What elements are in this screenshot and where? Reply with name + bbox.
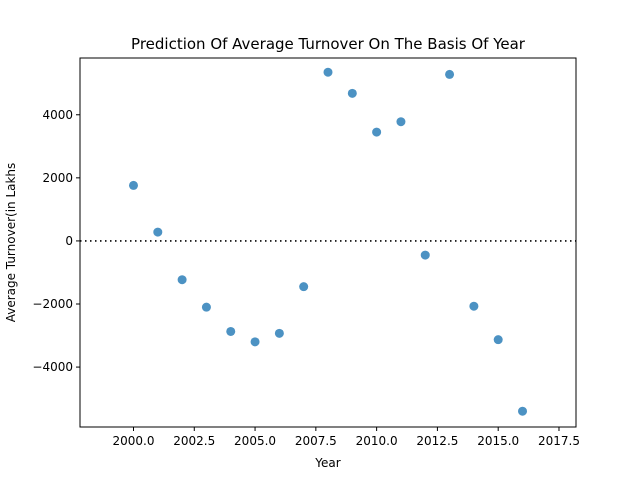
data-point-2006 — [274, 328, 284, 338]
data-point-2007 — [299, 282, 309, 292]
data-point-2014 — [469, 301, 479, 311]
x-axis-label: Year — [314, 456, 340, 470]
y-tick-label: 4000 — [42, 108, 73, 122]
y-axis-label: Average Turnover(in Lakhs — [4, 163, 18, 323]
y-tick-label: 2000 — [42, 171, 73, 185]
data-point-2002 — [177, 275, 187, 285]
data-point-2009 — [347, 88, 357, 98]
data-point-2004 — [226, 326, 236, 336]
data-point-2003 — [201, 302, 211, 312]
data-point-2011 — [396, 117, 406, 127]
y-ticks: −4000 −2000 0 2000 4000 — [32, 108, 80, 374]
points-group — [128, 67, 528, 416]
x-tick-label: 2012.5 — [416, 434, 458, 448]
data-point-2015 — [493, 335, 503, 345]
data-point-2016 — [518, 406, 528, 416]
y-tick-label: 0 — [65, 234, 73, 248]
data-point-2001 — [153, 227, 163, 237]
x-tick-label: 2010.0 — [356, 434, 398, 448]
data-point-2013 — [445, 69, 455, 79]
y-tick-label: −2000 — [32, 297, 73, 311]
x-tick-label: 2017.5 — [538, 434, 580, 448]
x-tick-label: 2002.5 — [173, 434, 215, 448]
y-tick-label: −4000 — [32, 360, 73, 374]
x-tick-label: 2000.0 — [112, 434, 154, 448]
data-point-2000 — [128, 180, 138, 190]
x-tick-label: 2015.0 — [477, 434, 519, 448]
plot-area-frame — [79, 57, 577, 428]
x-tick-label: 2007.5 — [295, 434, 337, 448]
data-point-2005 — [250, 337, 260, 347]
data-point-2010 — [372, 127, 382, 137]
x-tick-label: 2005.0 — [234, 434, 276, 448]
data-point-2008 — [323, 67, 333, 77]
data-point-2012 — [420, 250, 430, 260]
x-ticks: 2000.0 2002.5 2005.0 2007.5 2010.0 2012.5 2015… — [112, 427, 580, 448]
chart-title: Prediction Of Average Turnover On The Ba… — [131, 35, 526, 53]
